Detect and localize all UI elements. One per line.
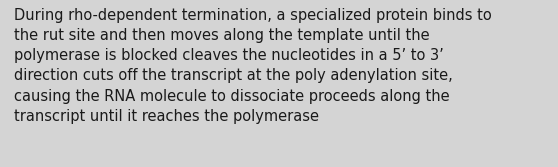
Text: During rho-dependent termination, a specialized protein binds to
the rut site an: During rho-dependent termination, a spec… [14, 8, 492, 124]
